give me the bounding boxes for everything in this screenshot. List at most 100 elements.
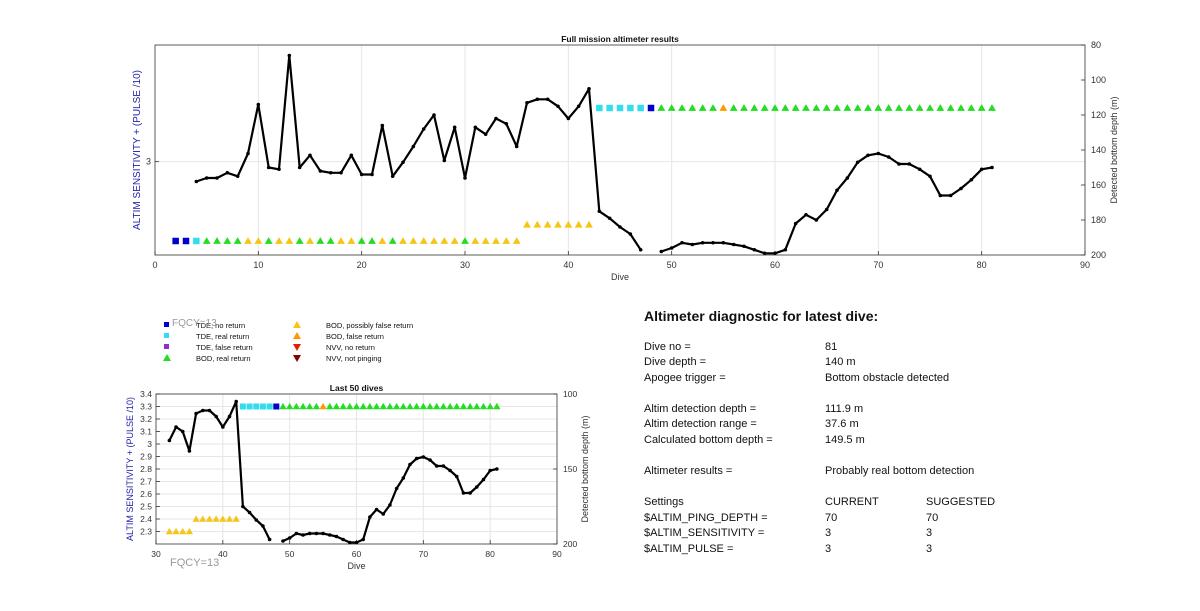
altimeter-marker-bod-possibly-false — [543, 220, 552, 228]
bottom-depth-point — [235, 174, 240, 179]
altimeter-results-value: Probably real bottom detection — [825, 465, 975, 477]
bottom-depth-point — [442, 158, 447, 163]
square-icon — [164, 322, 169, 327]
altimeter-marker-bod-real-return — [306, 402, 314, 410]
bottom-depth-point — [475, 485, 479, 489]
bottom-depth-point — [628, 232, 633, 236]
altim-detection-range-label: Altim detection range = — [644, 418, 757, 430]
bottom-depth-point — [488, 468, 492, 473]
chart-title: Full mission altimeter results — [561, 34, 679, 44]
bottom-depth-point — [897, 162, 901, 166]
altimeter-marker-bod-possibly-false — [306, 237, 314, 244]
altimeter-marker-bod-possibly-false — [471, 237, 480, 244]
altimeter-marker-bod-real-return — [781, 104, 790, 111]
x-tick-label: 30 — [151, 549, 161, 559]
bottom-depth-point — [587, 86, 591, 91]
bottom-depth-point — [483, 132, 488, 137]
x-tick-label: 80 — [977, 260, 987, 270]
x-tick-label: 50 — [285, 549, 295, 559]
altimeter-marker-tde-real-return — [246, 403, 253, 410]
altimeter-marker-bod-real-return — [678, 104, 686, 111]
altimeter-marker-bod-real-return — [386, 402, 394, 410]
altimeter-marker-bod-real-return — [791, 104, 800, 111]
altimeter-marker-bod-possibly-false — [179, 527, 187, 535]
x-tick-label: 90 — [552, 549, 562, 559]
altimeter-marker-bod-real-return — [295, 237, 304, 244]
altimeter-marker-tde-real-return — [193, 237, 200, 245]
altimeter-marker-bod-possibly-false — [554, 220, 562, 228]
y-tick-label-right: 140 — [1091, 145, 1106, 155]
altimeter-marker-bod-possibly-false — [185, 527, 194, 535]
y-tick-label-right: 120 — [1091, 110, 1106, 120]
bottom-depth-point — [225, 170, 230, 175]
altimeter-marker-bod-real-return — [299, 402, 307, 410]
bottom-depth-point — [180, 429, 185, 434]
bottom-depth-point — [341, 537, 345, 542]
pulse-suggested: 3 — [926, 543, 933, 555]
altimeter-marker-bod-real-return — [771, 104, 779, 111]
altimeter-marker-bod-real-return — [988, 104, 996, 111]
altimeter-marker-bod-real-return — [316, 237, 325, 244]
x-axis-label: Dive — [611, 272, 629, 282]
altimeter-marker-bod-real-return — [473, 402, 481, 410]
altimeter-marker-bod-real-return — [946, 104, 955, 111]
altimeter-marker-bod-real-return — [426, 402, 434, 410]
y-tick-label-right: 200 — [1091, 250, 1106, 260]
square-icon — [164, 333, 169, 338]
bottom-depth-point — [545, 97, 550, 102]
y-tick-label-right: 100 — [1091, 75, 1106, 85]
altimeter-marker-bod-real-return — [359, 402, 367, 410]
bottom-depth-point — [294, 531, 299, 536]
altimeter-marker-bod-real-return — [202, 237, 211, 244]
bottom-depth-point — [525, 100, 529, 105]
altimeter-marker-bod-possibly-false — [232, 515, 240, 522]
altim-detection-depth-value: 111.9 m — [825, 403, 864, 415]
altimeter-marker-bod-possibly-false — [219, 515, 227, 522]
y-tick-label-right: 100 — [563, 389, 577, 399]
altimeter-marker-bod-real-return — [977, 104, 986, 111]
bottom-depth-point — [334, 534, 339, 539]
altimeter-marker-bod-real-return — [233, 237, 242, 244]
bottom-depth-point — [452, 125, 457, 130]
altimeter-marker-bod-real-return — [493, 402, 501, 410]
altimeter-marker-tde-real-return — [259, 403, 266, 410]
x-tick-label: 70 — [873, 260, 883, 270]
altimeter-diagnostic-panel: Altimeter diagnostic for latest dive: Di… — [644, 300, 1164, 600]
altimeter-marker-bod-possibly-false — [285, 237, 294, 244]
altimeter-marker-bod-possibly-false — [585, 220, 593, 228]
x-tick-label: 20 — [357, 260, 367, 270]
bottom-depth-point — [254, 518, 259, 522]
altimeter-marker-bod-real-return — [729, 104, 738, 111]
sensitivity-current: 3 — [825, 527, 832, 539]
bottom-depth-point — [207, 408, 212, 413]
y-tick-label-left: 3.2 — [140, 414, 152, 424]
altimeter-marker-bod-real-return — [357, 237, 366, 244]
bottom-depth-point — [370, 172, 374, 177]
bottom-depth-point — [234, 399, 238, 404]
altimeter-marker-bod-real-return — [926, 104, 934, 111]
x-tick-label: 60 — [770, 260, 780, 270]
settings-label: Settings — [644, 496, 684, 508]
bottom-depth-point — [297, 165, 302, 170]
x-tick-label: 90 — [1080, 260, 1090, 270]
altimeter-marker-bod-real-return — [326, 402, 334, 410]
bottom-depth-point — [411, 144, 416, 149]
triangle-up-icon — [293, 332, 301, 339]
x-tick-label: 30 — [460, 260, 470, 270]
altimeter-marker-bod-possibly-false — [165, 527, 173, 535]
bottom-depth-point — [481, 477, 486, 482]
legend-symbol — [293, 321, 301, 328]
altimeter-marker-bod-real-return — [802, 104, 810, 111]
apogee-label: Apogee trigger = — [644, 372, 726, 384]
bottom-depth-point — [281, 539, 285, 543]
bottom-depth-point — [928, 174, 932, 179]
bottom-depth-point — [959, 186, 963, 191]
x-tick-label: 40 — [563, 260, 573, 270]
bottom-depth-point — [461, 491, 466, 495]
altimeter-marker-bod-possibly-false — [199, 515, 207, 522]
x-tick-label: 10 — [253, 260, 263, 270]
bottom-depth-point — [938, 193, 943, 198]
bottom-depth-point — [361, 537, 365, 542]
bottom-depth-point — [421, 455, 426, 459]
